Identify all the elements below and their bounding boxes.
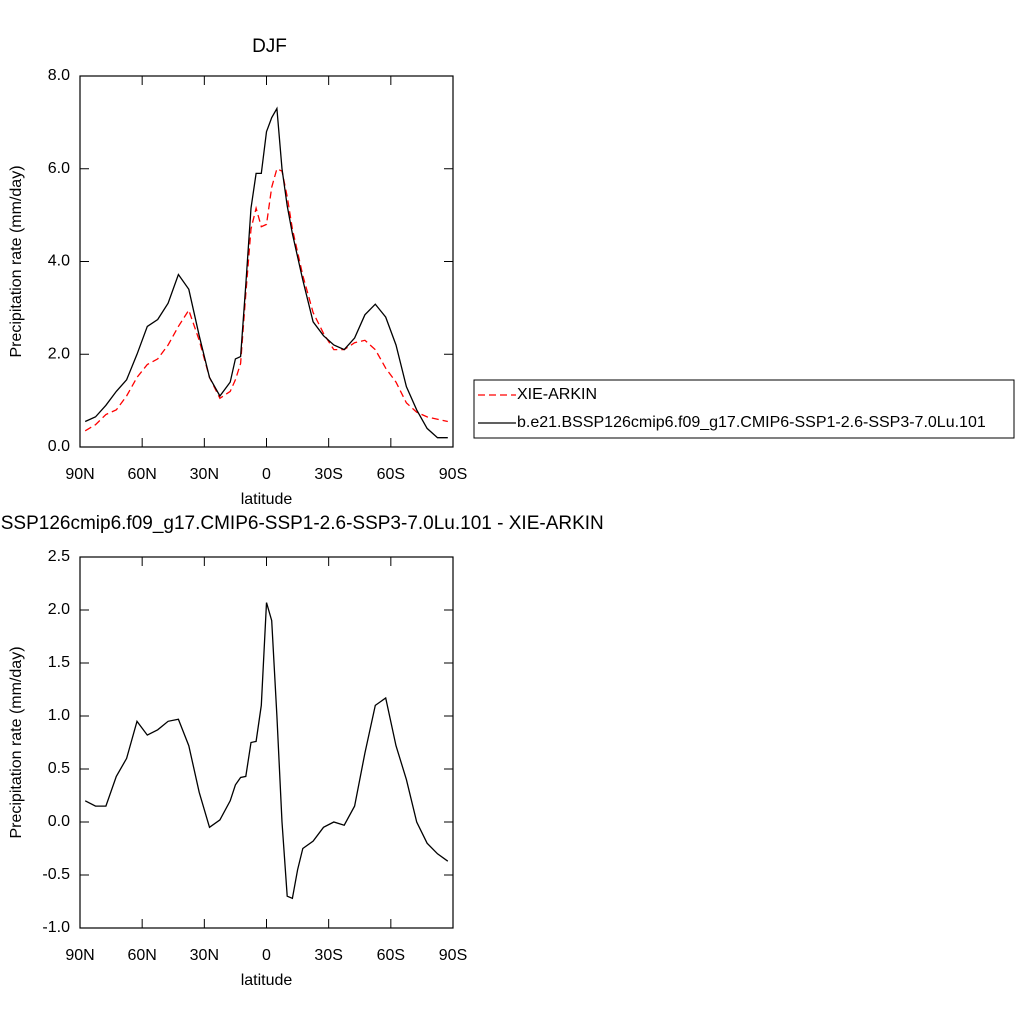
- legend-label: b.e21.BSSP126cmip6.f09_g17.CMIP6-SSP1-2.…: [517, 414, 986, 431]
- plot-frame: [79, 556, 454, 929]
- x-tick-label: 30S: [314, 466, 342, 483]
- x-tick-label: 60N: [127, 466, 156, 483]
- plot-frame: [79, 75, 454, 448]
- y-tick-label: 4.0: [48, 253, 70, 270]
- x-tick-label: 30N: [190, 947, 219, 964]
- y-axis-label: Precipitation rate (mm/day): [8, 165, 25, 357]
- x-tick-label: 90S: [439, 947, 467, 964]
- x-axis-label: latitude: [241, 491, 293, 508]
- chart-title: DJF: [252, 36, 287, 57]
- y-axis-label: Precipitation rate (mm/day): [8, 646, 25, 838]
- data-line: [84, 167, 448, 432]
- x-tick-label: 60S: [377, 947, 405, 964]
- y-tick-label: 0.0: [48, 813, 70, 830]
- x-axis-label: latitude: [241, 972, 293, 989]
- legend-label: XIE-ARKIN: [517, 386, 597, 403]
- x-tick-label: 60S: [377, 466, 405, 483]
- data-line: [84, 602, 449, 900]
- legend-box: [473, 379, 1015, 439]
- y-tick-label: -0.5: [42, 866, 70, 883]
- x-tick-label: 90N: [65, 466, 94, 483]
- y-tick-label: 1.5: [48, 654, 70, 671]
- y-tick-label: 1.0: [48, 707, 70, 724]
- y-tick-label: 0.0: [48, 438, 70, 455]
- chart-title: b.e21.BSSP126cmip6.f09_g17.CMIP6-SSP1-2.…: [0, 513, 604, 534]
- y-tick-label: 2.5: [48, 548, 70, 565]
- data-line: [84, 106, 448, 439]
- x-tick-label: 0: [262, 466, 271, 483]
- x-tick-label: 90N: [65, 947, 94, 964]
- y-tick-label: -1.0: [42, 919, 70, 936]
- x-tick-label: 30S: [314, 947, 342, 964]
- y-tick-label: 2.0: [48, 601, 70, 618]
- y-tick-label: 2.0: [48, 345, 70, 362]
- y-tick-label: 8.0: [48, 67, 70, 84]
- x-tick-label: 30N: [190, 466, 219, 483]
- x-tick-label: 0: [262, 947, 271, 964]
- y-tick-label: 0.5: [48, 760, 70, 777]
- x-tick-label: 60N: [127, 947, 156, 964]
- y-tick-label: 6.0: [48, 160, 70, 177]
- x-tick-label: 90S: [439, 466, 467, 483]
